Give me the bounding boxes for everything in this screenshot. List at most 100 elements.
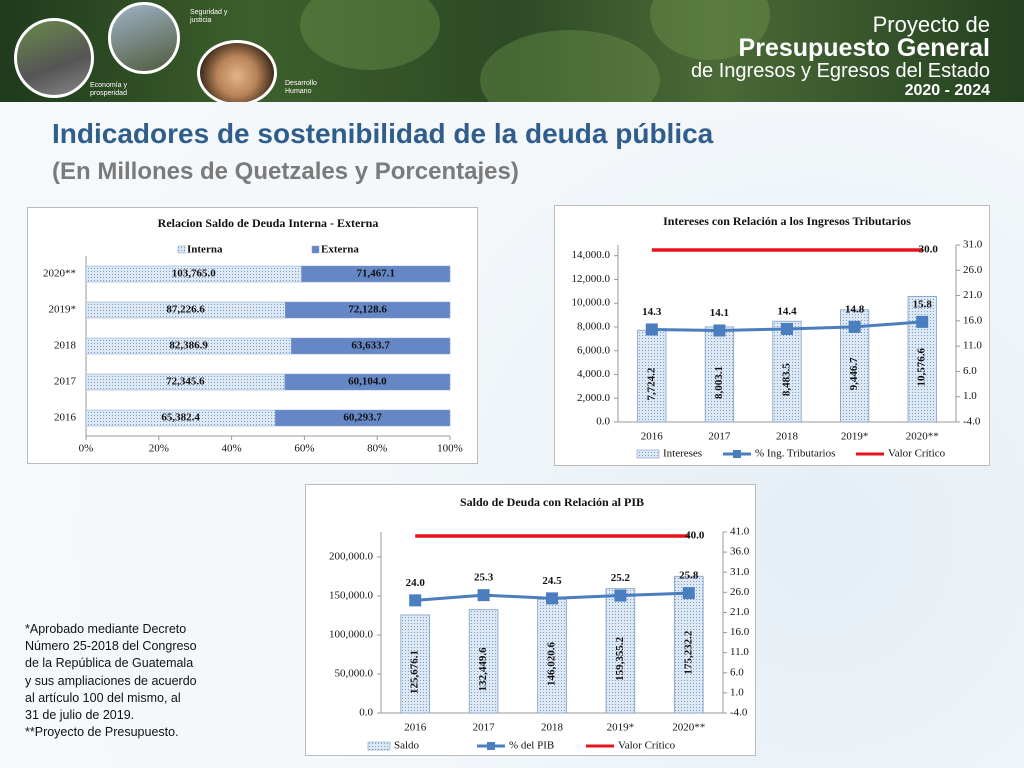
icon-road	[14, 18, 94, 98]
y2-tick-label: 36.0	[730, 546, 750, 558]
data-label: 14.4	[777, 305, 797, 317]
y-tick-label: 2017	[54, 376, 77, 388]
data-label: 25.2	[611, 572, 631, 584]
chart: Intereses con Relación a los Ingresos Tr…	[554, 205, 990, 466]
bar	[605, 588, 636, 714]
line-marker	[848, 320, 861, 333]
y-tick-label: 2018	[54, 340, 77, 352]
data-label: 40.0	[685, 530, 705, 542]
y2-tick-label: 21.0	[730, 606, 750, 618]
brand-line: 2020 - 2024	[904, 82, 990, 99]
line-marker	[781, 322, 793, 335]
y-tick-label: 150,000.0	[329, 590, 374, 602]
x-tick-label: 2017	[473, 722, 496, 734]
y2-tick-label: 21.0	[963, 289, 983, 301]
y-tick-label: 12,000.0	[572, 273, 611, 285]
y-tick-label: 50,000.0	[335, 668, 374, 680]
legend-label: Saldo	[394, 740, 420, 752]
line-marker	[916, 315, 929, 328]
icon-label: Economía y prosperidad	[90, 82, 127, 97]
data-label: 30.0	[919, 244, 939, 256]
data-label: 25.8	[679, 570, 699, 582]
y2-tick-label: 16.0	[963, 314, 983, 326]
data-label: 15.8	[913, 298, 933, 310]
data-label: 14.1	[710, 307, 729, 319]
y2-tick-label: 26.0	[963, 264, 983, 276]
line-marker	[614, 589, 627, 602]
banner: Seguridad y justicia Economía y prosperi…	[0, 0, 1024, 102]
legend-label: % Ing. Tributarios	[755, 448, 835, 460]
line-marker	[645, 323, 658, 336]
y-tick-label: 2,000.0	[577, 392, 611, 404]
bar	[772, 320, 802, 423]
data-label: 24.0	[406, 577, 426, 589]
data-label: 87,226.6	[166, 304, 205, 316]
x-tick-label: 2016	[404, 722, 427, 734]
y2-tick-label: 1.0	[963, 390, 977, 402]
icon-label: Seguridad y justicia	[190, 9, 228, 24]
y-tick-label: 2016	[54, 412, 77, 424]
footnote-line: *Aprobado mediante Decreto	[25, 622, 187, 636]
data-label: 175,232.2	[682, 630, 694, 675]
data-label: 146,020.6	[546, 642, 558, 687]
y-tick-label: 14,000.0	[572, 249, 611, 261]
legend-label: Valor Crítico	[618, 740, 676, 752]
footnote-line: **Proyecto de Presupuesto.	[25, 725, 179, 740]
y2-tick-label: -4.0	[963, 416, 981, 428]
footnote-line: y sus ampliaciones de acuerdo	[25, 673, 197, 688]
legend-label: % del PIB	[509, 740, 554, 752]
y2-tick-label: 31.0	[730, 566, 750, 578]
legend-swatch	[311, 245, 320, 254]
legend-label: Valor Crítico	[888, 448, 946, 460]
legend-swatch	[367, 741, 391, 751]
x-tick-label: 2019*	[841, 431, 869, 443]
brand-line: Proyecto de	[872, 12, 990, 37]
data-label: 82,386.9	[169, 340, 208, 352]
bar	[537, 598, 567, 714]
legend-label: Externa	[321, 244, 359, 256]
data-label: 103,765.0	[172, 268, 217, 280]
y-tick-label: 4,000.0	[577, 368, 611, 380]
x-tick-label: 2016	[641, 431, 664, 443]
legend-swatch	[636, 449, 660, 459]
footnote-line: Número 25-2018 del Congreso	[25, 639, 197, 654]
bar-segment	[301, 265, 451, 283]
y-tick-label: 2020**	[43, 268, 76, 280]
data-label: 65,382.4	[161, 412, 200, 424]
y-tick-label: 100,000.0	[329, 629, 374, 641]
data-label: 72,128.6	[348, 304, 387, 316]
data-label: 125,676.1	[409, 650, 421, 694]
legend-swatch	[177, 245, 186, 254]
bar	[637, 329, 667, 423]
line-marker	[409, 594, 422, 607]
line-marker	[477, 589, 490, 602]
data-label: 7,724.2	[645, 367, 657, 401]
y2-tick-label: 31.0	[963, 239, 983, 251]
data-label: 24.5	[542, 575, 562, 587]
y2-tick-label: 26.0	[730, 586, 750, 598]
x-tick-label: 40%	[222, 443, 242, 455]
foliage	[480, 30, 660, 102]
y-tick-label: 8,000.0	[577, 320, 611, 332]
x-tick-label: 2017	[708, 431, 731, 443]
y2-tick-label: 6.0	[730, 666, 744, 678]
bar	[468, 609, 499, 714]
y2-tick-label: -4.0	[730, 707, 748, 719]
x-tick-label: 0%	[79, 443, 94, 455]
y-tick-label: 200,000.0	[329, 550, 374, 562]
data-label: 14.8	[845, 303, 865, 315]
brand: Proyecto de Presupuesto General de Ingre…	[691, 14, 990, 99]
y-tick-label: 2019*	[49, 304, 77, 316]
line-marker	[546, 592, 558, 605]
y-tick-label: 0.0	[359, 707, 373, 719]
y2-tick-label: 41.0	[730, 526, 750, 538]
y2-tick-label: 1.0	[730, 686, 744, 698]
data-label: 60,293.7	[343, 412, 382, 424]
bar	[400, 614, 430, 714]
x-tick-label: 80%	[367, 443, 387, 455]
chart-title: Relacion Saldo de Deuda Interna - Extern…	[158, 216, 379, 230]
footnote-line: de la República de Guatemala	[25, 656, 194, 671]
data-label: 8,003.1	[713, 366, 725, 399]
